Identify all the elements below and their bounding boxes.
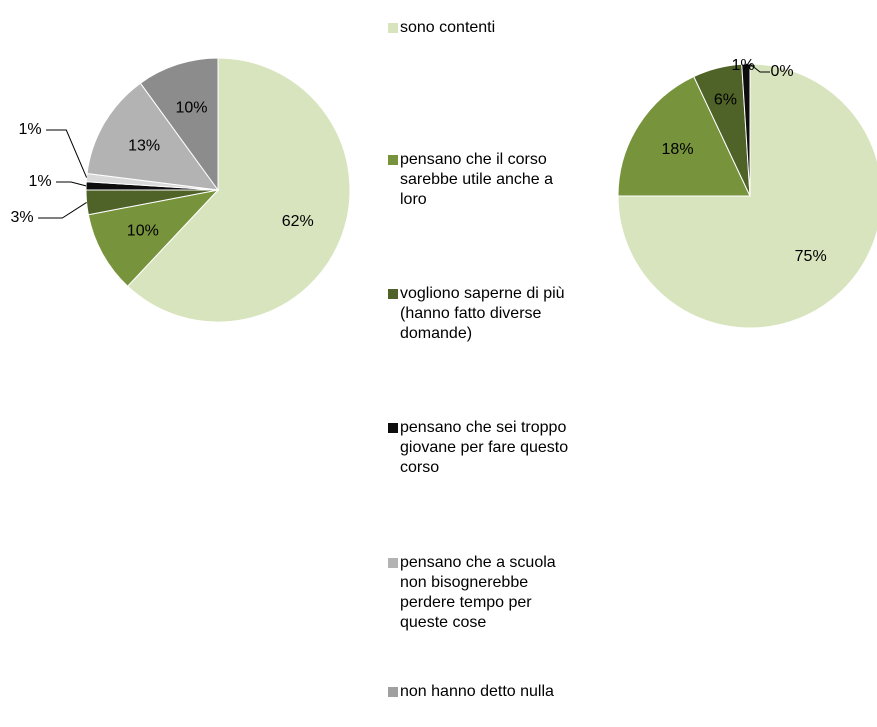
pie-slice — [126, 57, 351, 323]
pie-slice — [139, 57, 219, 192]
data-label: 1% — [18, 121, 41, 138]
leader-line — [745, 63, 755, 67]
data-label: 0% — [770, 63, 793, 80]
data-label: 1% — [28, 173, 51, 190]
legend-swatch — [388, 289, 398, 299]
legend-swatch — [388, 687, 398, 697]
pie-slice — [617, 75, 751, 197]
legend-item: pensano che a scuola non bisognerebbe pe… — [384, 553, 584, 633]
data-label: 3% — [10, 209, 33, 226]
legend-swatch — [388, 423, 398, 433]
pie-slice — [87, 189, 220, 287]
leader-line — [749, 63, 770, 73]
legend-text: sono contenti — [400, 19, 496, 36]
leader-line — [56, 181, 87, 187]
legend-item: pensano che sei troppo giovane per fare … — [384, 418, 584, 478]
data-label: 1% — [731, 57, 754, 74]
pie-slice — [617, 63, 877, 329]
legend-swatch — [388, 155, 398, 165]
legend-item: vogliono saperne di più (hanno fatto div… — [384, 284, 584, 344]
legend-text: pensano che il corso sarebbe utile anche… — [400, 151, 553, 208]
data-label: 75% — [795, 248, 827, 265]
data-label: 62% — [282, 213, 314, 230]
data-label: 13% — [128, 138, 160, 155]
data-label: 10% — [127, 223, 159, 240]
legend-swatch — [388, 23, 398, 33]
legend-text: vogliono saperne di più (hanno fatto div… — [400, 285, 565, 342]
legend-item: sono contenti — [384, 18, 584, 38]
pie-slice — [86, 82, 220, 191]
legend-item: non hanno detto nulla — [384, 682, 584, 702]
legend-text: pensano che sei troppo giovane per fare … — [400, 419, 569, 476]
leader-line — [46, 129, 88, 178]
legend-text: non hanno detto nulla — [400, 683, 554, 700]
leader-line — [38, 202, 87, 219]
data-label: 18% — [662, 141, 694, 158]
legend-text: pensano che a scuola non bisognerebbe pe… — [400, 554, 556, 631]
legend-swatch — [388, 558, 398, 568]
data-label: 6% — [714, 91, 737, 108]
data-label: 10% — [175, 100, 207, 117]
legend-item: pensano che il corso sarebbe utile anche… — [384, 150, 584, 210]
